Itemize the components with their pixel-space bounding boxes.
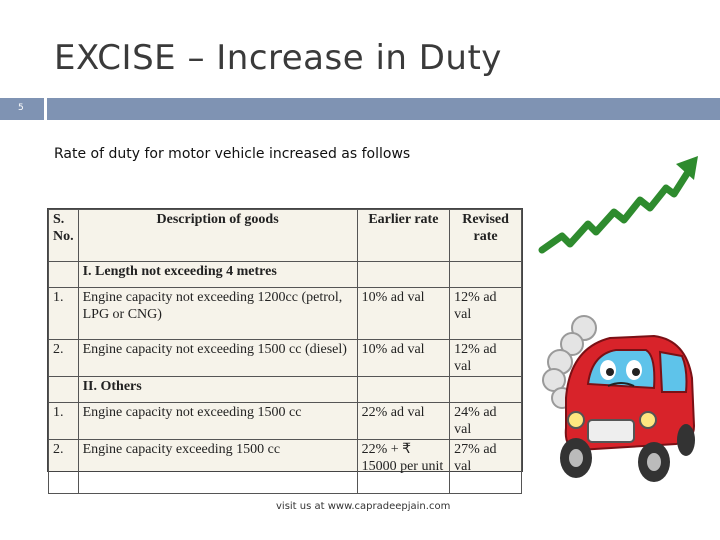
row-sno: 1. bbox=[48, 287, 79, 340]
section-cell-blank bbox=[48, 376, 79, 403]
row-description: Engine capacity not exceeding 1500 cc bbox=[77, 402, 358, 440]
row-sno: 2. bbox=[48, 339, 79, 377]
table-row: 1. Engine capacity not exceeding 1200cc … bbox=[48, 287, 522, 340]
slide-subtitle: Rate of duty for motor vehicle increased… bbox=[54, 146, 411, 162]
footer-url[interactable]: visit us at www.capradeepjain.com bbox=[276, 501, 451, 512]
row-revised-rate: 12% ad val bbox=[449, 287, 522, 340]
slide-title: EXCISE – Increase in Duty bbox=[54, 38, 502, 78]
section-cell-blank bbox=[356, 376, 451, 403]
section-cell-blank bbox=[356, 261, 451, 288]
broken-car-icon bbox=[542, 315, 696, 482]
row-revised-rate: 24% ad val bbox=[449, 402, 522, 440]
slide-number: 5 bbox=[18, 103, 24, 113]
section-cell-blank bbox=[449, 261, 522, 288]
slide-number-box bbox=[0, 98, 44, 120]
table-row: 2. Engine capacity exceeding 1500 cc 22%… bbox=[48, 439, 522, 494]
section-cell-blank bbox=[449, 376, 522, 403]
duty-table: S. No. Description of goods Earlier rate… bbox=[47, 208, 523, 494]
rising-arrow-icon bbox=[538, 156, 698, 254]
row-earlier-rate: 10% ad val bbox=[356, 287, 451, 340]
section-heading-1: I. Length not exceeding 4 metres bbox=[77, 261, 358, 288]
row-description: Engine capacity not exceeding 1200cc (pe… bbox=[77, 287, 358, 340]
header-description: Description of goods bbox=[77, 209, 358, 262]
row-sno: 1. bbox=[48, 402, 79, 440]
header-sno: S. No. bbox=[48, 209, 79, 262]
row-earlier-rate: 22% ad val bbox=[356, 402, 451, 440]
row-revised-rate: 27% ad val bbox=[449, 439, 522, 494]
title-underline-bar bbox=[47, 98, 720, 120]
row-sno: 2. bbox=[48, 439, 79, 494]
table-row: 2. Engine capacity not exceeding 1500 cc… bbox=[48, 339, 522, 377]
table-row: 1. Engine capacity not exceeding 1500 cc… bbox=[48, 402, 522, 440]
row-earlier-rate: 10% ad val bbox=[356, 339, 451, 377]
row-description: Engine capacity not exceeding 1500 cc (d… bbox=[77, 339, 358, 377]
header-revised-rate: Revised rate bbox=[449, 209, 522, 262]
section-heading-2: II. Others bbox=[77, 376, 358, 403]
header-earlier-rate: Earlier rate bbox=[356, 209, 451, 262]
section-cell-blank bbox=[48, 261, 79, 288]
row-description: Engine capacity exceeding 1500 cc bbox=[77, 439, 358, 494]
row-earlier-rate: 22% + ₹ 15000 per unit bbox=[356, 439, 451, 494]
row-revised-rate: 12% ad val bbox=[449, 339, 522, 377]
